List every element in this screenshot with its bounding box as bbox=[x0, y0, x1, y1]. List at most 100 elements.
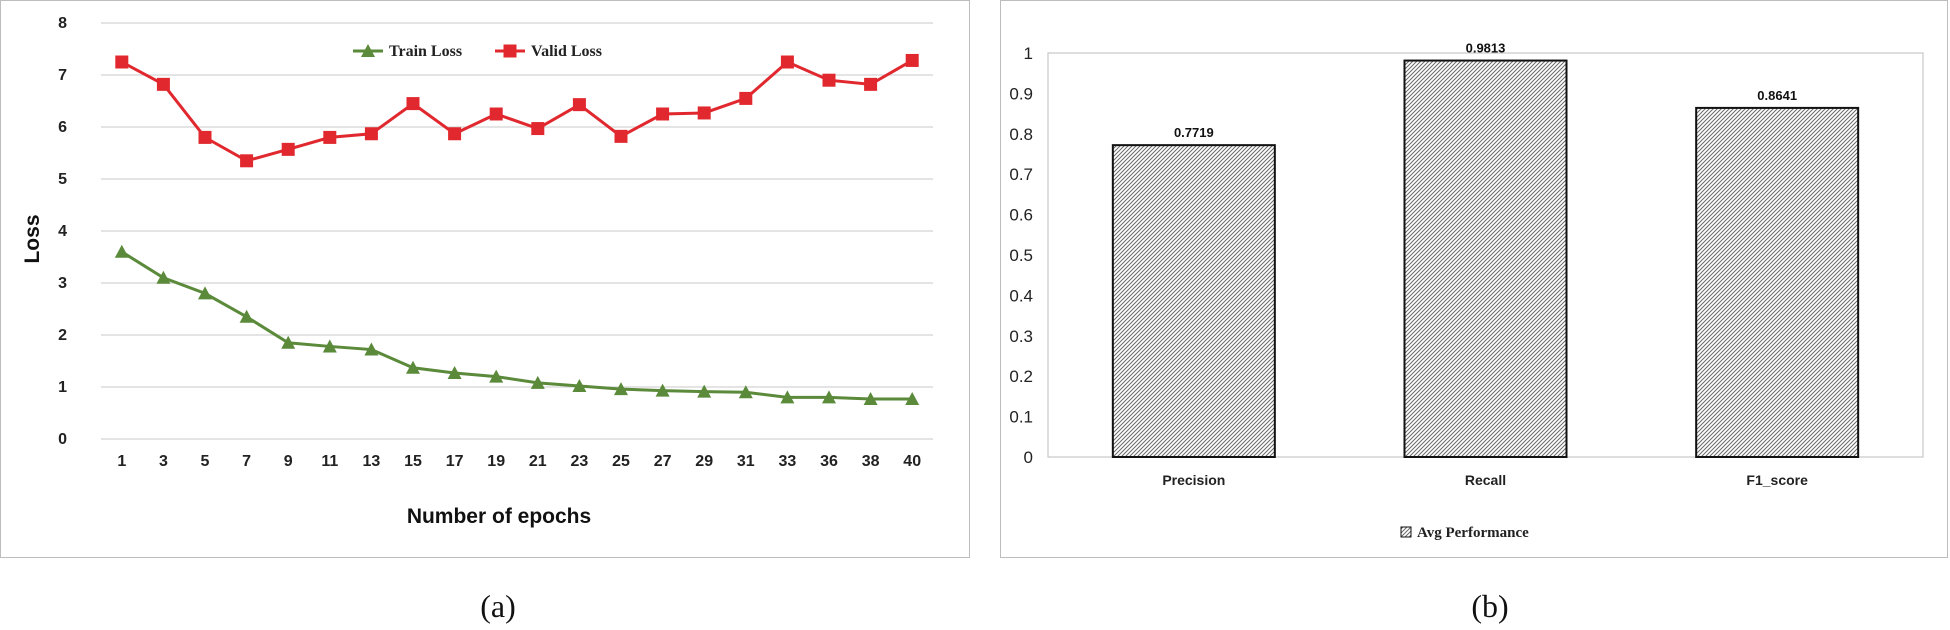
x-tick-label: 15 bbox=[404, 453, 422, 470]
legend-marker-triangle bbox=[361, 44, 375, 57]
legend-marker-square bbox=[503, 44, 517, 58]
valid-loss-point bbox=[281, 142, 295, 156]
train-loss-point bbox=[572, 378, 587, 392]
x-category-label: Recall bbox=[1465, 472, 1506, 488]
x-tick-label: 29 bbox=[695, 453, 713, 470]
y-tick-label: 0.1 bbox=[1009, 408, 1033, 427]
x-tick-label: 38 bbox=[862, 453, 880, 470]
x-axis-title: Number of epochs bbox=[407, 505, 591, 528]
valid-loss-point bbox=[364, 127, 378, 141]
x-tick-label: 31 bbox=[737, 453, 755, 470]
x-tick-label: 33 bbox=[779, 453, 797, 470]
train-loss-point bbox=[780, 390, 795, 404]
valid-loss-point bbox=[489, 107, 503, 121]
y-tick-label: 0.5 bbox=[1009, 246, 1033, 265]
x-tick-label: 40 bbox=[903, 453, 921, 470]
x-tick-label: 17 bbox=[446, 453, 464, 470]
legend-swatch bbox=[1400, 526, 1412, 538]
y-tick-label: 0.2 bbox=[1009, 367, 1033, 386]
y-tick-label: 0 bbox=[1024, 448, 1033, 467]
y-tick-label: 0.4 bbox=[1009, 286, 1033, 305]
y-tick-label: 7 bbox=[58, 67, 67, 84]
bar-value-label: 0.7719 bbox=[1174, 125, 1214, 140]
train-loss-point bbox=[198, 286, 212, 300]
valid-loss-point bbox=[656, 107, 670, 121]
y-tick-label: 8 bbox=[58, 15, 67, 32]
y-tick-label: 0.6 bbox=[1009, 206, 1033, 225]
valid-loss-point bbox=[156, 77, 170, 91]
valid-loss-point bbox=[780, 55, 794, 69]
y-tick-label: 1 bbox=[1024, 44, 1033, 63]
y-tick-label: 2 bbox=[58, 327, 67, 344]
bar-value-label: 0.9813 bbox=[1466, 41, 1506, 56]
caption-a: (a) bbox=[480, 588, 516, 624]
train-loss-point bbox=[905, 391, 920, 405]
train-loss-point bbox=[156, 270, 171, 284]
valid-loss-point bbox=[905, 53, 919, 67]
x-tick-label: 1 bbox=[117, 453, 126, 470]
x-tick-label: 7 bbox=[242, 453, 251, 470]
y-tick-label: 0.8 bbox=[1009, 125, 1033, 144]
train-loss-point bbox=[614, 382, 628, 396]
y-tick-label: 0.7 bbox=[1009, 165, 1033, 184]
valid-loss-point bbox=[697, 106, 711, 120]
performance-chart-panel: 0 0.1 0.2 0.3 0.4 0.5 0.6 0.7 0.8 0.9 1 0.7719 0.98… bbox=[1000, 0, 1948, 558]
train-loss-point bbox=[114, 244, 129, 258]
x-tick-label: 5 bbox=[201, 453, 210, 470]
x-tick-label: 3 bbox=[159, 453, 168, 470]
y-tick-label: 0.3 bbox=[1009, 327, 1033, 346]
performance-bar-chart: 0 0.1 0.2 0.3 0.4 0.5 0.6 0.7 0.8 0.9 1 0.7719 0.98… bbox=[1009, 41, 1924, 541]
y-tick-label: 1 bbox=[58, 379, 67, 396]
legend-label: Avg Performance bbox=[1417, 525, 1529, 541]
train-loss-point bbox=[863, 391, 878, 405]
valid-loss-point bbox=[448, 127, 462, 141]
train-loss-point bbox=[322, 339, 337, 353]
bar-f1-score bbox=[1695, 106, 1860, 459]
legend-label: Valid Loss bbox=[531, 43, 602, 60]
valid-loss-point bbox=[739, 91, 753, 105]
x-tick-label: 21 bbox=[529, 453, 547, 470]
valid-loss-point bbox=[406, 97, 420, 111]
legend-label: Train Loss bbox=[389, 43, 462, 60]
train-loss-point bbox=[239, 309, 254, 323]
x-tick-label: 19 bbox=[487, 453, 505, 470]
valid-loss-point bbox=[822, 73, 836, 87]
valid-loss-point bbox=[240, 154, 254, 168]
train-loss-point bbox=[406, 360, 420, 374]
valid-loss-point bbox=[572, 98, 586, 112]
x-tick-label: 13 bbox=[363, 453, 381, 470]
train-loss-point bbox=[738, 385, 753, 399]
x-tick-label: 25 bbox=[612, 453, 630, 470]
train-loss-point bbox=[447, 365, 462, 379]
train-loss-point bbox=[530, 375, 545, 389]
train-loss-point bbox=[822, 390, 836, 404]
x-category-label: Precision bbox=[1162, 472, 1225, 488]
series-line-1 bbox=[121, 59, 913, 163]
x-tick-label: 23 bbox=[571, 453, 589, 470]
train-loss-point bbox=[281, 335, 296, 349]
train-loss-point bbox=[364, 342, 379, 356]
y-tick-label: 0.9 bbox=[1009, 84, 1033, 103]
valid-loss-point bbox=[323, 130, 337, 144]
y-tick-label: 6 bbox=[58, 119, 67, 136]
y-tick-label: 4 bbox=[58, 223, 67, 240]
y-tick-label: 5 bbox=[58, 171, 67, 188]
y-tick-label: 3 bbox=[58, 275, 67, 292]
valid-loss-point bbox=[198, 130, 212, 144]
train-loss-point bbox=[655, 383, 670, 397]
x-tick-label: 9 bbox=[284, 453, 293, 470]
valid-loss-point bbox=[115, 55, 129, 69]
y-axis-title: Loss bbox=[21, 214, 44, 263]
valid-loss-point bbox=[614, 129, 628, 143]
bar-precision bbox=[1111, 144, 1276, 458]
y-tick-label: 0 bbox=[58, 431, 67, 448]
series-line-0 bbox=[121, 250, 913, 401]
x-tick-label: 27 bbox=[654, 453, 672, 470]
bar-recall bbox=[1403, 59, 1568, 458]
caption-b: (b) bbox=[1471, 588, 1509, 624]
valid-loss-point bbox=[531, 122, 545, 136]
bar-value-label: 0.8641 bbox=[1757, 88, 1797, 103]
train-loss-point bbox=[697, 384, 712, 398]
